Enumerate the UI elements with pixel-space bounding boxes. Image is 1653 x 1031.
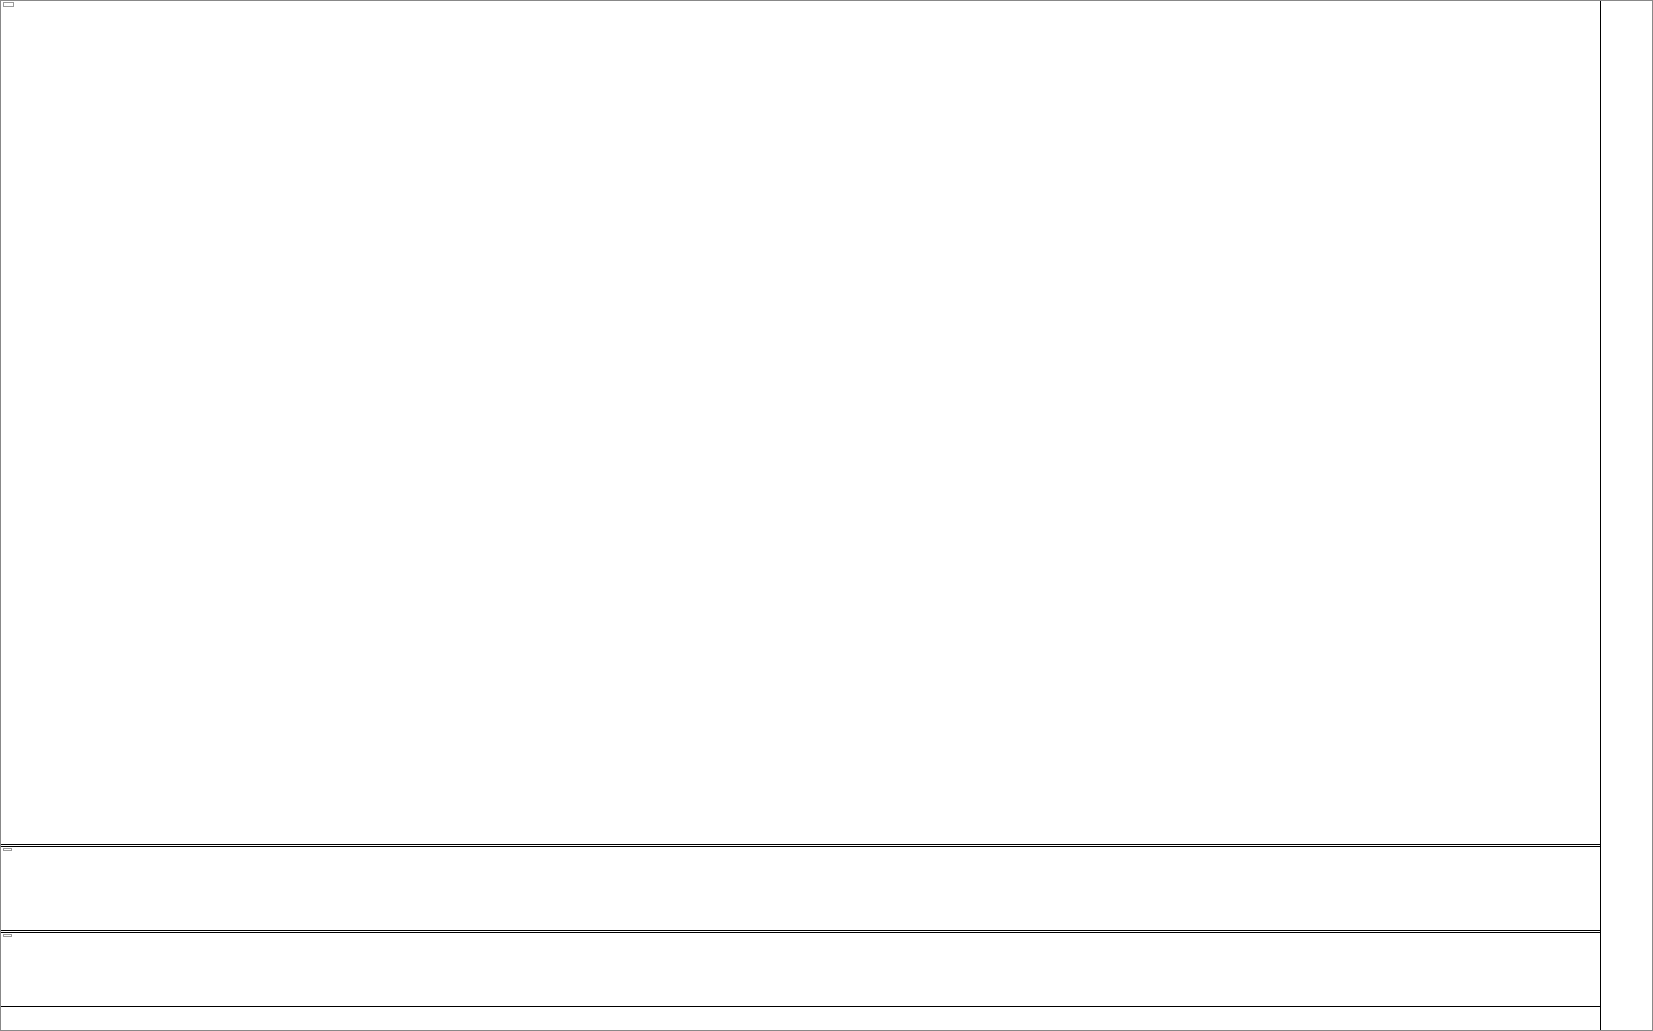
panel-separator <box>1 846 1600 847</box>
rsi-indicator-label <box>3 848 12 851</box>
chart-title-bar <box>3 2 14 7</box>
panel-separator[interactable] <box>1 930 1600 931</box>
rsi-panel[interactable] <box>1 847 1600 930</box>
stoch-indicator-label <box>3 934 12 937</box>
time-axis[interactable] <box>1 1007 1600 1030</box>
panel-separator <box>1 932 1600 933</box>
price-axis-separator <box>1600 1 1601 1030</box>
main-chart[interactable] <box>1 1 1600 844</box>
price-axis[interactable] <box>1601 1 1652 1030</box>
stochastic-panel[interactable] <box>1 933 1600 1006</box>
axis-separator <box>1 1006 1600 1007</box>
panel-separator[interactable] <box>1 844 1600 845</box>
